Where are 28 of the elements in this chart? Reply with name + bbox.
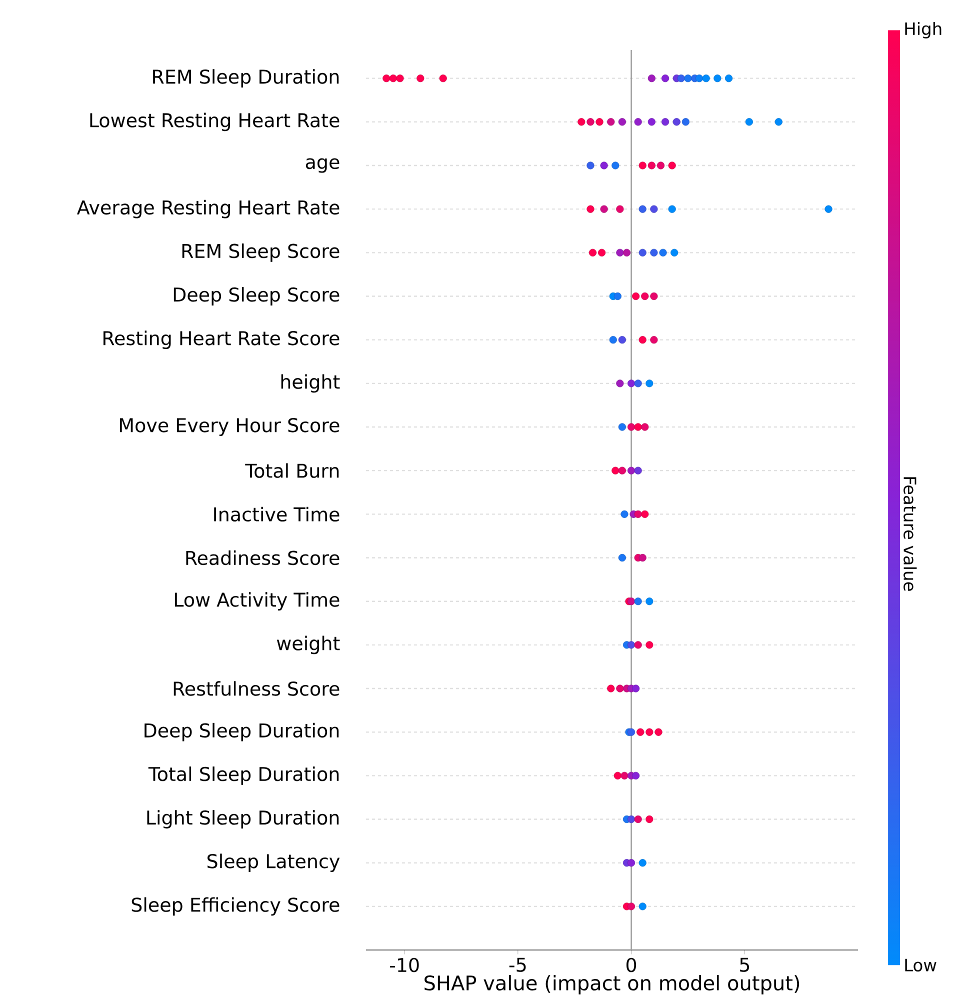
y-tick-label: Total Sleep Duration (148, 766, 339, 785)
y-tick-label: Sleep Latency (208, 854, 340, 872)
y-tick-label: Deep Sleep Duration (144, 722, 339, 742)
y-tick-label: age (306, 158, 340, 173)
y-tick-label: REM Sleep Duration (153, 69, 339, 88)
y-tick-label: Total Burn (245, 463, 339, 478)
y-tick-label: Average Resting Heart Rate (76, 200, 340, 218)
y-tick-label: Lowest Resting Heart Rate (90, 112, 340, 132)
y-tick-label: Deep Sleep Score (174, 287, 340, 306)
color-bar-label: High (905, 22, 942, 38)
x-axis-title: SHAP value (impact on model output) (424, 975, 800, 994)
y-tick-label: Sleep Efficiency Score (132, 897, 340, 916)
x-tick-label: 0 (626, 958, 636, 972)
x-tick-label: -5 (509, 958, 526, 972)
y-tick-label: Restfulness Score (174, 681, 340, 696)
color-bar-title: Feature value (904, 477, 917, 591)
x-tick-label: -10 (390, 958, 419, 972)
y-tick-label: REM Sleep Score (182, 243, 340, 262)
color-bar-label: Low (905, 958, 936, 972)
y-tick-label: Low Activity Time (175, 592, 340, 611)
y-tick-label: height (281, 374, 340, 393)
y-tick-label: Resting Heart Rate Score (104, 330, 340, 350)
y-tick-label: Move Every Hour Score (120, 418, 340, 436)
y-tick-label: Inactive Time (214, 506, 340, 522)
y-tick-label: Readiness Score (186, 550, 340, 566)
x-tick-label: 5 (740, 958, 750, 972)
y-tick-label: weight (276, 636, 340, 654)
y-tick-label: Light Sleep Duration (147, 810, 339, 828)
